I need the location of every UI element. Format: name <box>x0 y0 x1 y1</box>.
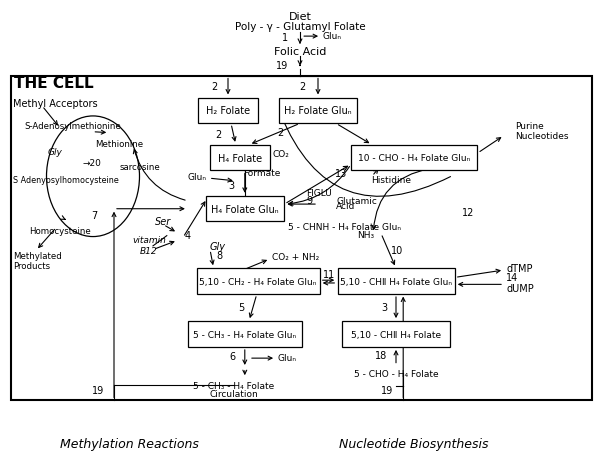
Text: 6: 6 <box>229 351 235 362</box>
Text: S-Adenosylmethionine: S-Adenosylmethionine <box>25 121 122 131</box>
Text: Methylation Reactions: Methylation Reactions <box>59 437 199 450</box>
Text: 5,10 - CH₂ - H₄ Folate Gluₙ: 5,10 - CH₂ - H₄ Folate Gluₙ <box>199 277 317 286</box>
Text: FIGLU: FIGLU <box>306 189 332 198</box>
Text: CO₂ + NH₂: CO₂ + NH₂ <box>272 252 320 262</box>
Text: Gly: Gly <box>209 241 225 251</box>
Text: Gluₙ: Gluₙ <box>278 353 297 362</box>
Text: 3: 3 <box>228 180 234 190</box>
Text: →20: →20 <box>83 159 101 168</box>
Text: 5: 5 <box>239 302 245 312</box>
Text: 2: 2 <box>211 82 217 92</box>
Bar <box>11 76 592 400</box>
Text: 10 - CHO - H₄ Folate Gluₙ: 10 - CHO - H₄ Folate Gluₙ <box>358 154 470 163</box>
Text: 2: 2 <box>300 82 306 92</box>
Text: Circulation: Circulation <box>209 389 259 398</box>
Text: 7: 7 <box>92 211 98 221</box>
Bar <box>198 98 258 124</box>
Text: Glutamic: Glutamic <box>336 196 377 206</box>
Text: 2: 2 <box>216 129 222 139</box>
Text: H₄ Folate Gluₙ: H₄ Folate Gluₙ <box>211 204 278 214</box>
Bar <box>351 145 477 171</box>
Text: 9: 9 <box>306 196 312 206</box>
Text: 1: 1 <box>282 33 288 43</box>
Text: H₂ Folate: H₂ Folate <box>206 106 250 116</box>
Text: Acid: Acid <box>336 202 355 211</box>
Text: 18: 18 <box>375 350 387 361</box>
Text: Gluₙ: Gluₙ <box>323 31 342 41</box>
Text: CO₂: CO₂ <box>272 150 289 159</box>
Text: dTMP: dTMP <box>506 263 533 274</box>
Text: 5,10 - CHⅡ H₄ Folate Gluₙ: 5,10 - CHⅡ H₄ Folate Gluₙ <box>340 277 452 286</box>
Text: 5 - CH₃ - H₄ Folate: 5 - CH₃ - H₄ Folate <box>193 381 275 390</box>
Text: 19: 19 <box>277 61 289 71</box>
Bar <box>188 321 302 347</box>
Text: 19: 19 <box>382 385 394 395</box>
Text: H₂ Folate Gluₙ: H₂ Folate Gluₙ <box>284 106 352 116</box>
Text: Methyl Acceptors: Methyl Acceptors <box>13 99 98 109</box>
Text: 14: 14 <box>506 273 518 283</box>
Text: Gly: Gly <box>48 147 62 156</box>
Text: vitamin
B12: vitamin B12 <box>132 236 166 255</box>
Text: Nucleotide Biosynthesis: Nucleotide Biosynthesis <box>339 437 489 450</box>
Text: 5 - CHO - H₄ Folate: 5 - CHO - H₄ Folate <box>353 369 439 378</box>
Text: 3: 3 <box>381 302 387 313</box>
Text: sarcosine: sarcosine <box>120 163 161 172</box>
Text: 5 - CHNH - H₄ Folate Gluₙ: 5 - CHNH - H₄ Folate Gluₙ <box>289 222 401 232</box>
Text: H₄ Folate: H₄ Folate <box>218 153 262 163</box>
Text: Ser: Ser <box>155 216 172 226</box>
Text: Methionine: Methionine <box>95 140 143 149</box>
Bar <box>206 196 284 222</box>
Text: 10: 10 <box>391 246 403 256</box>
Text: Diet: Diet <box>289 12 311 22</box>
Text: Formate: Formate <box>244 169 281 178</box>
Text: THE CELL: THE CELL <box>14 76 94 91</box>
Bar <box>279 98 357 124</box>
Text: Purine
Nucleotides: Purine Nucleotides <box>515 122 568 141</box>
Text: 2: 2 <box>278 127 284 138</box>
Bar <box>210 145 270 171</box>
Bar <box>337 269 455 294</box>
Text: 19: 19 <box>92 385 104 395</box>
Text: 11: 11 <box>323 269 335 279</box>
Text: 5 - CH₃ - H₄ Folate Gluₙ: 5 - CH₃ - H₄ Folate Gluₙ <box>193 330 296 339</box>
Text: Histidine: Histidine <box>371 176 411 185</box>
Text: NH₃: NH₃ <box>357 231 374 240</box>
Bar <box>197 269 320 294</box>
Text: 8: 8 <box>217 250 223 261</box>
Text: Methylated
Products: Methylated Products <box>13 251 62 271</box>
Text: S Adenyosylhomocysteine: S Adenyosylhomocysteine <box>13 176 119 185</box>
Text: dUMP: dUMP <box>506 283 534 293</box>
Text: 4: 4 <box>184 230 190 240</box>
Text: Homocysteine: Homocysteine <box>29 226 91 235</box>
Text: 13: 13 <box>335 169 347 179</box>
Text: Poly - γ - Glutamyl Folate: Poly - γ - Glutamyl Folate <box>235 22 365 32</box>
Text: Gluₙ: Gluₙ <box>187 173 206 182</box>
Text: Folic Acid: Folic Acid <box>274 47 326 57</box>
Text: 12: 12 <box>462 207 475 217</box>
Text: 5,10 - CHⅡ H₄ Folate: 5,10 - CHⅡ H₄ Folate <box>351 330 441 339</box>
Bar <box>342 321 450 347</box>
